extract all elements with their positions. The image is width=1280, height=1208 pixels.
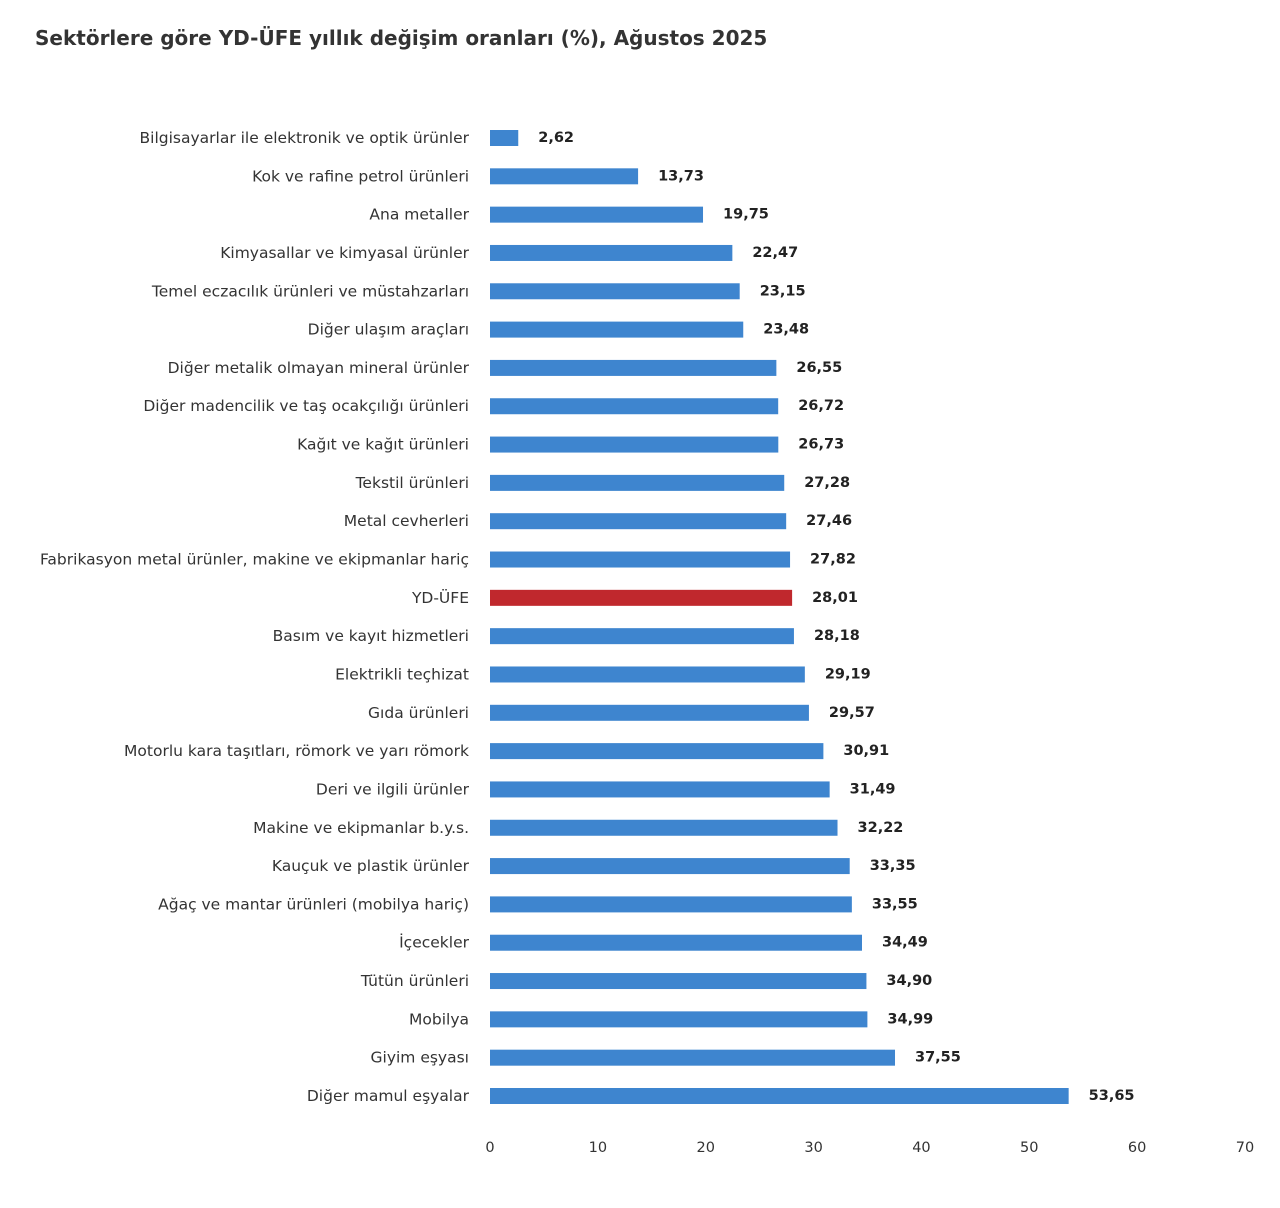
x-tick-label: 60 [1128, 1140, 1146, 1156]
value-label: 37,55 [915, 1050, 961, 1066]
category-label: Diğer mamul eşyalar [307, 1087, 470, 1105]
value-label: 26,72 [798, 398, 844, 414]
value-label: 31,49 [850, 781, 896, 797]
x-tick-label: 20 [696, 1140, 714, 1156]
bar [490, 1049, 896, 1066]
bar [490, 244, 733, 261]
value-label: 53,65 [1089, 1088, 1135, 1104]
category-label: YD-ÜFE [411, 588, 469, 607]
value-label: 29,57 [829, 705, 875, 721]
bar [490, 398, 779, 415]
category-label: Giyim eşyası [371, 1049, 470, 1067]
value-label: 33,35 [870, 858, 916, 874]
category-label: Makine ve ekipmanlar b.y.s. [253, 819, 469, 837]
value-label: 30,91 [843, 743, 889, 759]
bar [490, 743, 824, 760]
value-label: 32,22 [858, 820, 904, 836]
value-label: 2,62 [538, 130, 574, 146]
category-label: Kağıt ve kağıt ürünleri [297, 436, 469, 454]
bar [490, 666, 805, 683]
bar [490, 436, 779, 453]
x-axis-ticks: 0 10 20 30 40 50 60 70 [485, 1140, 1254, 1156]
bar [490, 474, 785, 491]
x-tick-label: 10 [589, 1140, 607, 1156]
bar [490, 206, 704, 223]
value-label: 27,46 [806, 513, 852, 529]
category-label: Tekstil ürünleri [355, 474, 469, 492]
x-tick-label: 30 [804, 1140, 822, 1156]
category-label: Motorlu kara taşıtları, römork ve yarı r… [124, 742, 469, 760]
category-label: Fabrikasyon metal ürünler, makine ve eki… [40, 551, 469, 569]
category-labels: Bilgisayarlar ile elektronik ve optik ür… [40, 129, 470, 1105]
category-label: Ağaç ve mantar ürünleri (mobilya hariç) [158, 895, 469, 913]
value-label: 22,47 [752, 245, 798, 261]
category-label: Ana metaller [369, 206, 469, 224]
bar [490, 1088, 1069, 1104]
value-label: 13,73 [658, 168, 704, 184]
bar [490, 1011, 868, 1028]
value-label: 28,18 [814, 628, 860, 644]
category-label: Gıda ürünleri [368, 704, 469, 722]
bar [490, 359, 777, 376]
value-label: 34,90 [886, 973, 932, 989]
bar [490, 896, 852, 913]
category-label: Basım ve kayıt hizmetleri [273, 627, 469, 645]
value-label: 29,19 [825, 666, 871, 682]
bar [490, 973, 867, 990]
x-tick-label: 0 [485, 1140, 494, 1156]
value-label: 33,55 [872, 896, 918, 912]
value-label: 23,48 [763, 322, 809, 338]
bar [490, 704, 809, 721]
category-label: Diğer ulaşım araçları [308, 321, 469, 339]
category-label: Mobilya [409, 1010, 469, 1028]
bar [490, 551, 791, 568]
category-label: Bilgisayarlar ile elektronik ve optik ür… [140, 129, 470, 147]
value-label: 27,28 [804, 475, 850, 491]
bar [490, 781, 830, 798]
category-label: Deri ve ilgili ürünler [316, 780, 470, 798]
bar [490, 321, 744, 338]
category-label: Elektrikli teçhizat [335, 665, 469, 683]
chart-title: Sektörlere göre YD-ÜFE yıllık değişim or… [35, 26, 768, 50]
category-label: Kimyasallar ve kimyasal ürünler [220, 244, 469, 262]
bar [490, 283, 740, 300]
category-label: Tütün ürünleri [360, 972, 469, 990]
bar [490, 628, 794, 645]
category-label: Diğer madencilik ve taş ocakçılığı ürünl… [143, 397, 469, 415]
category-label: İçecekler [399, 933, 470, 952]
value-label: 34,49 [882, 935, 928, 951]
bar [490, 819, 838, 836]
bar-highlight [490, 589, 793, 606]
bar [490, 934, 862, 951]
x-tick-label: 70 [1236, 1140, 1254, 1156]
bar [490, 858, 850, 875]
value-label: 27,82 [810, 552, 856, 568]
bar [490, 513, 787, 530]
value-label: 26,73 [798, 437, 844, 453]
value-label: 34,99 [887, 1011, 933, 1027]
category-label: Temel eczacılık ürünleri ve müstahzarlar… [151, 282, 469, 300]
x-tick-label: 40 [912, 1140, 930, 1156]
x-tick-label: 50 [1020, 1140, 1038, 1156]
value-labels: 2,62 13,73 19,75 22,47 23,15 23,48 26,55 26,72 2… [538, 130, 1134, 1104]
value-label: 28,01 [812, 590, 858, 606]
value-label: 26,55 [796, 360, 842, 376]
category-label: Kok ve rafine petrol ürünleri [252, 167, 469, 185]
bar [490, 168, 639, 185]
value-label: 19,75 [723, 207, 769, 223]
bar [490, 130, 519, 146]
value-label: 23,15 [760, 283, 806, 299]
category-label: Metal cevherleri [344, 512, 469, 530]
bars-group [490, 130, 1069, 1104]
category-label: Kauçuk ve plastik ürünler [272, 857, 470, 875]
category-label: Diğer metalik olmayan mineral ürünler [168, 359, 470, 377]
